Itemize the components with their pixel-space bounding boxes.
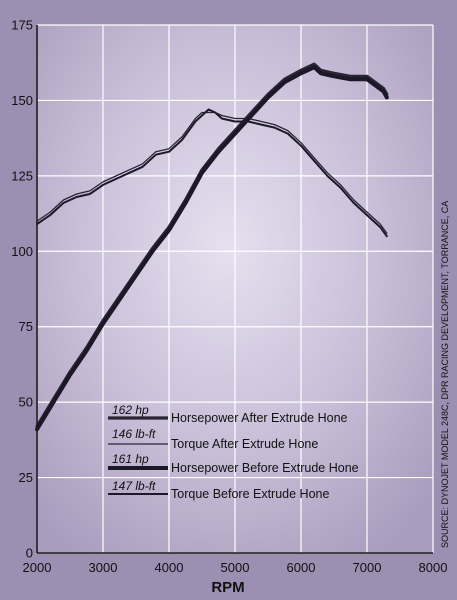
y-tick-label: 50 bbox=[19, 395, 33, 410]
legend: 162 hp Horsepower After Extrude Hone 146… bbox=[108, 403, 359, 501]
series-line-hp-before bbox=[35, 65, 389, 432]
x-tick-labels: 2000 3000 4000 5000 6000 7000 8000 bbox=[23, 560, 448, 575]
legend-value-hp-before: 161 hp bbox=[112, 452, 149, 466]
legend-label-torque-after: Torque After Extrude Hone bbox=[171, 437, 318, 451]
x-tick-label: 8000 bbox=[419, 560, 448, 575]
y-tick-label: 125 bbox=[11, 168, 33, 183]
y-tick-label: 25 bbox=[19, 470, 33, 485]
source-note: SOURCE: DYNOJET MODEL 248C, DPR RACING D… bbox=[440, 201, 450, 548]
legend-entry-torque-before: 147 lb-ft Torque Before Extrude Hone bbox=[108, 479, 329, 501]
series-lines bbox=[35, 62, 389, 432]
x-tick-label: 6000 bbox=[287, 560, 316, 575]
x-tick-label: 3000 bbox=[89, 560, 118, 575]
legend-label-hp-after: Horsepower After Extrude Hone bbox=[171, 411, 348, 425]
axes bbox=[36, 25, 433, 554]
x-tick-label: 5000 bbox=[221, 560, 250, 575]
legend-entry-torque-after: 146 lb-ft Torque After Extrude Hone bbox=[108, 427, 318, 451]
y-tick-label: 0 bbox=[26, 546, 33, 561]
legend-label-hp-before: Horsepower Before Extrude Hone bbox=[171, 461, 359, 475]
legend-label-torque-before: Torque Before Extrude Hone bbox=[171, 487, 329, 501]
series-line-torque-after bbox=[36, 111, 388, 234]
x-tick-label: 4000 bbox=[155, 560, 184, 575]
legend-value-torque-after: 146 lb-ft bbox=[112, 427, 156, 441]
legend-value-torque-before: 147 lb-ft bbox=[112, 479, 156, 493]
y-tick-label: 100 bbox=[11, 244, 33, 259]
x-tick-label: 7000 bbox=[353, 560, 382, 575]
legend-entry-hp-after: 162 hp Horsepower After Extrude Hone bbox=[108, 403, 348, 425]
legend-entry-hp-before: 161 hp Horsepower Before Extrude Hone bbox=[108, 452, 359, 475]
y-tick-label: 75 bbox=[19, 319, 33, 334]
y-tick-labels: 0 25 50 75 100 125 150 175 bbox=[11, 18, 33, 561]
x-axis-title: RPM bbox=[211, 579, 244, 596]
y-tick-label: 150 bbox=[11, 93, 33, 108]
series-line-torque-before bbox=[36, 108, 388, 238]
y-tick-label: 175 bbox=[11, 18, 33, 33]
x-tick-label: 2000 bbox=[23, 560, 52, 575]
legend-value-hp-after: 162 hp bbox=[112, 403, 149, 417]
